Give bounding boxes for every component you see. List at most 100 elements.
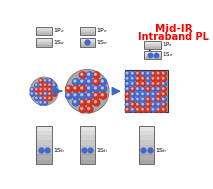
Circle shape (146, 82, 151, 87)
Circle shape (156, 71, 161, 76)
Bar (79, 31, 95, 32)
Circle shape (136, 71, 141, 76)
Circle shape (151, 77, 156, 81)
Bar (144, 43, 161, 44)
Circle shape (49, 84, 50, 85)
Circle shape (101, 94, 103, 96)
Circle shape (72, 99, 79, 106)
Circle shape (31, 88, 32, 90)
Circle shape (142, 88, 143, 89)
Text: 1P$_e$: 1P$_e$ (162, 41, 173, 50)
Circle shape (49, 88, 50, 90)
Circle shape (93, 72, 100, 78)
Text: 1P$_e$: 1P$_e$ (53, 26, 65, 35)
Bar (144, 51, 161, 59)
Circle shape (93, 86, 100, 92)
Circle shape (44, 97, 46, 99)
Bar (36, 131, 52, 136)
Bar (79, 41, 95, 42)
Circle shape (79, 86, 86, 92)
Circle shape (81, 94, 83, 96)
Bar (79, 126, 95, 131)
Circle shape (142, 103, 143, 105)
Bar (79, 145, 95, 150)
Bar (79, 28, 95, 29)
Circle shape (93, 79, 100, 85)
Bar (139, 145, 154, 150)
Circle shape (88, 73, 90, 75)
Circle shape (136, 97, 141, 102)
Bar (79, 42, 95, 44)
Circle shape (44, 80, 46, 81)
Bar (79, 38, 95, 46)
Circle shape (86, 72, 93, 78)
Circle shape (86, 86, 93, 92)
Bar (139, 150, 154, 155)
Circle shape (137, 72, 138, 74)
Circle shape (151, 87, 156, 92)
Circle shape (152, 77, 154, 79)
Circle shape (125, 102, 130, 107)
Circle shape (136, 77, 141, 81)
Circle shape (157, 83, 159, 84)
Circle shape (81, 101, 83, 103)
Circle shape (36, 88, 37, 90)
Circle shape (151, 97, 156, 102)
Circle shape (53, 88, 55, 90)
Circle shape (125, 71, 130, 76)
Circle shape (152, 88, 154, 89)
Circle shape (94, 101, 96, 103)
Bar (144, 53, 161, 54)
Bar (36, 38, 52, 40)
Bar (36, 150, 52, 155)
Bar (79, 40, 95, 41)
Circle shape (72, 79, 79, 85)
Circle shape (93, 99, 100, 106)
Circle shape (39, 92, 43, 96)
Circle shape (131, 108, 133, 110)
Circle shape (136, 108, 141, 112)
Bar (36, 26, 52, 35)
Circle shape (74, 94, 76, 96)
Circle shape (44, 88, 46, 90)
Circle shape (151, 82, 156, 87)
Bar (79, 32, 95, 34)
Bar (79, 131, 95, 136)
Circle shape (40, 80, 41, 81)
Circle shape (31, 78, 57, 105)
Circle shape (40, 84, 41, 85)
Bar (144, 54, 161, 56)
Circle shape (137, 77, 138, 79)
Bar (36, 126, 52, 131)
Circle shape (49, 80, 50, 81)
Bar (36, 38, 52, 46)
Circle shape (88, 101, 90, 103)
Circle shape (146, 87, 151, 92)
Circle shape (126, 98, 128, 100)
Circle shape (88, 87, 90, 89)
Circle shape (39, 88, 43, 92)
Circle shape (152, 98, 154, 100)
Circle shape (156, 97, 161, 102)
Circle shape (137, 98, 138, 100)
Circle shape (146, 77, 151, 81)
Circle shape (44, 102, 46, 103)
Circle shape (131, 97, 135, 102)
Circle shape (151, 71, 156, 76)
Circle shape (125, 77, 130, 81)
Circle shape (94, 73, 96, 75)
Bar (79, 140, 95, 145)
Bar (125, 70, 168, 112)
Circle shape (147, 77, 148, 79)
Bar (79, 160, 95, 164)
Circle shape (40, 97, 41, 99)
Circle shape (137, 83, 138, 84)
Text: 1S$_h$: 1S$_h$ (155, 146, 167, 155)
Circle shape (126, 103, 128, 105)
Circle shape (131, 98, 133, 100)
Circle shape (137, 88, 138, 89)
Circle shape (157, 88, 159, 89)
Circle shape (39, 101, 43, 105)
Circle shape (79, 72, 86, 78)
Circle shape (131, 108, 135, 112)
